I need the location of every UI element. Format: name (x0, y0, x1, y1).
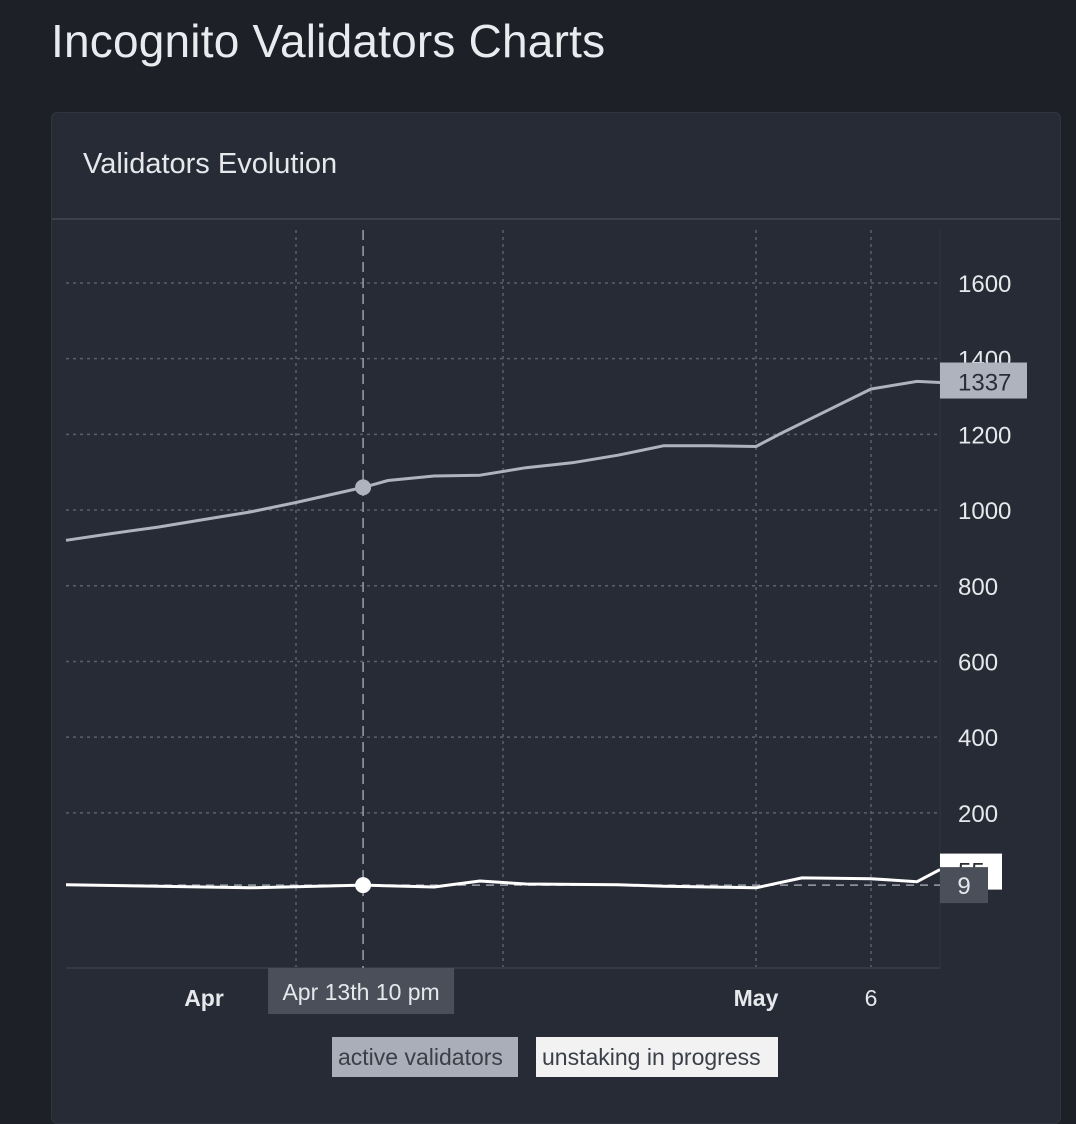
last-value-label-active-validators: 1337 (958, 370, 1011, 397)
y-tick-label: 800 (958, 574, 998, 601)
crosshair-value-label: 9 (957, 873, 970, 900)
y-tick-label: 1200 (958, 422, 1011, 449)
y-tick-label: 1000 (958, 498, 1011, 525)
crosshair-value-box (940, 867, 988, 904)
series-line-active-validators (65, 379, 941, 542)
x-tick-label: May (734, 985, 779, 1011)
crosshair-label: Apr 13th 10 pm (282, 979, 439, 1005)
y-tick-label: 600 (958, 649, 998, 676)
y-tick-label: 200 (958, 801, 998, 828)
y-tick-label: 400 (958, 725, 998, 752)
series-line-unstaking-in-progress (65, 868, 941, 890)
page-title: Incognito Validators Charts (51, 15, 606, 67)
crosshair-point-unstaking-in-progress (355, 877, 372, 894)
crosshair-point-active-validators (355, 479, 372, 496)
legend-item-active-validators[interactable]: active validators (332, 1037, 518, 1077)
crosshair-label-box (268, 968, 455, 1014)
y-tick-label: 1600 (958, 271, 1011, 298)
card-divider (52, 218, 1060, 220)
validators-evolution-card: Validators Evolution (51, 112, 1061, 1124)
x-tick-label: Apr (184, 985, 224, 1011)
card-title: Validators Evolution (83, 148, 338, 180)
last-value-box-active-validators (940, 362, 1027, 399)
x-tick-label: 6 (865, 985, 878, 1011)
legend-item-unstaking-in-progress[interactable]: unstaking in progress (536, 1037, 778, 1077)
